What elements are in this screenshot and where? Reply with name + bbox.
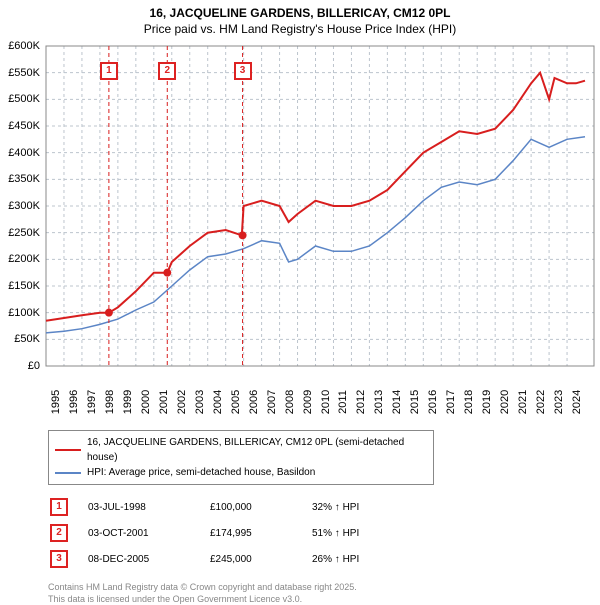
x-axis-label: 2010 <box>320 390 332 414</box>
x-axis-label: 2015 <box>409 390 421 414</box>
y-axis-label: £600K <box>4 40 40 52</box>
event-price: £174,995 <box>210 521 310 545</box>
x-axis-label: 2014 <box>391 390 403 414</box>
events-table: 103-JUL-1998£100,00032% ↑ HPI203-OCT-200… <box>48 493 434 573</box>
x-axis-label: 2012 <box>355 390 367 414</box>
event-row: 308-DEC-2005£245,00026% ↑ HPI <box>50 547 432 571</box>
x-axis-label: 2002 <box>176 390 188 414</box>
y-axis-label: £300K <box>4 200 40 212</box>
x-axis-label: 2023 <box>553 390 565 414</box>
x-axis-label: 2000 <box>140 390 152 414</box>
y-axis-label: £150K <box>4 280 40 292</box>
y-axis-label: £450K <box>4 120 40 132</box>
event-num-cell: 1 <box>50 495 68 519</box>
event-pct: 51% ↑ HPI <box>312 521 432 545</box>
x-axis-label: 2007 <box>266 390 278 414</box>
x-axis-label: 2006 <box>248 390 260 414</box>
footer-line2: This data is licensed under the Open Gov… <box>48 593 600 605</box>
event-num: 3 <box>50 550 68 568</box>
x-axis-label: 1996 <box>68 390 80 414</box>
legend-label-price: 16, JACQUELINE GARDENS, BILLERICAY, CM12… <box>87 435 427 465</box>
event-num: 1 <box>50 498 68 516</box>
x-axis-label: 2001 <box>158 390 170 414</box>
y-axis-label: £550K <box>4 67 40 79</box>
event-price: £245,000 <box>210 547 310 571</box>
x-axis-label: 2008 <box>284 390 296 414</box>
footer-line1: Contains HM Land Registry data © Crown c… <box>48 581 600 593</box>
y-axis-label: £200K <box>4 253 40 265</box>
legend-swatch-price <box>55 449 81 451</box>
y-axis-label: £400K <box>4 147 40 159</box>
legend-row-hpi: HPI: Average price, semi-detached house,… <box>55 465 427 480</box>
event-num-cell: 2 <box>50 521 68 545</box>
chart-marker-label: 3 <box>234 62 252 80</box>
x-axis-label: 1995 <box>50 390 62 414</box>
x-axis-label: 2016 <box>427 390 439 414</box>
y-axis-label: £250K <box>4 227 40 239</box>
footer: Contains HM Land Registry data © Crown c… <box>48 581 600 605</box>
x-axis-label: 2005 <box>230 390 242 414</box>
event-date: 03-OCT-2001 <box>70 521 208 545</box>
x-axis-label: 1997 <box>86 390 98 414</box>
event-pct: 32% ↑ HPI <box>312 495 432 519</box>
legend-row-price: 16, JACQUELINE GARDENS, BILLERICAY, CM12… <box>55 435 427 465</box>
event-date: 08-DEC-2005 <box>70 547 208 571</box>
x-axis-label: 2017 <box>445 390 457 414</box>
x-axis-label: 2009 <box>302 390 314 414</box>
x-axis-label: 2020 <box>499 390 511 414</box>
chart-svg <box>0 42 600 422</box>
event-row: 203-OCT-2001£174,99551% ↑ HPI <box>50 521 432 545</box>
legend-label-hpi: HPI: Average price, semi-detached house,… <box>87 465 315 480</box>
event-num: 2 <box>50 524 68 542</box>
chart-marker-label: 2 <box>158 62 176 80</box>
event-row: 103-JUL-1998£100,00032% ↑ HPI <box>50 495 432 519</box>
event-pct: 26% ↑ HPI <box>312 547 432 571</box>
x-axis-label: 2019 <box>481 390 493 414</box>
x-axis-label: 1999 <box>122 390 134 414</box>
legend: 16, JACQUELINE GARDENS, BILLERICAY, CM12… <box>48 430 434 485</box>
chart-marker-label: 1 <box>100 62 118 80</box>
y-axis-label: £350K <box>4 173 40 185</box>
x-axis-label: 2003 <box>194 390 206 414</box>
chart-area: £0 £50K £100K £150K £200K £250K £300K £350K £400… <box>0 42 600 422</box>
x-axis-label: 1998 <box>104 390 116 414</box>
x-axis-label: 2024 <box>571 390 583 414</box>
chart-container: 16, JACQUELINE GARDENS, BILLERICAY, CM12… <box>0 0 600 590</box>
x-axis-label: 2021 <box>517 390 529 414</box>
event-date: 03-JUL-1998 <box>70 495 208 519</box>
y-axis-label: £100K <box>4 307 40 319</box>
y-axis-label: £500K <box>4 93 40 105</box>
event-num-cell: 3 <box>50 547 68 571</box>
y-axis-label: £50K <box>4 333 40 345</box>
x-axis-label: 2011 <box>337 390 349 414</box>
chart-title-line1: 16, JACQUELINE GARDENS, BILLERICAY, CM12… <box>0 0 600 20</box>
x-axis-label: 2022 <box>535 390 547 414</box>
x-axis-label: 2013 <box>373 390 385 414</box>
chart-title-line2: Price paid vs. HM Land Registry's House … <box>0 20 600 36</box>
event-price: £100,000 <box>210 495 310 519</box>
y-axis-label: £0 <box>4 360 40 372</box>
x-axis-label: 2018 <box>463 390 475 414</box>
x-axis-label: 2004 <box>212 390 224 414</box>
legend-swatch-hpi <box>55 472 81 474</box>
